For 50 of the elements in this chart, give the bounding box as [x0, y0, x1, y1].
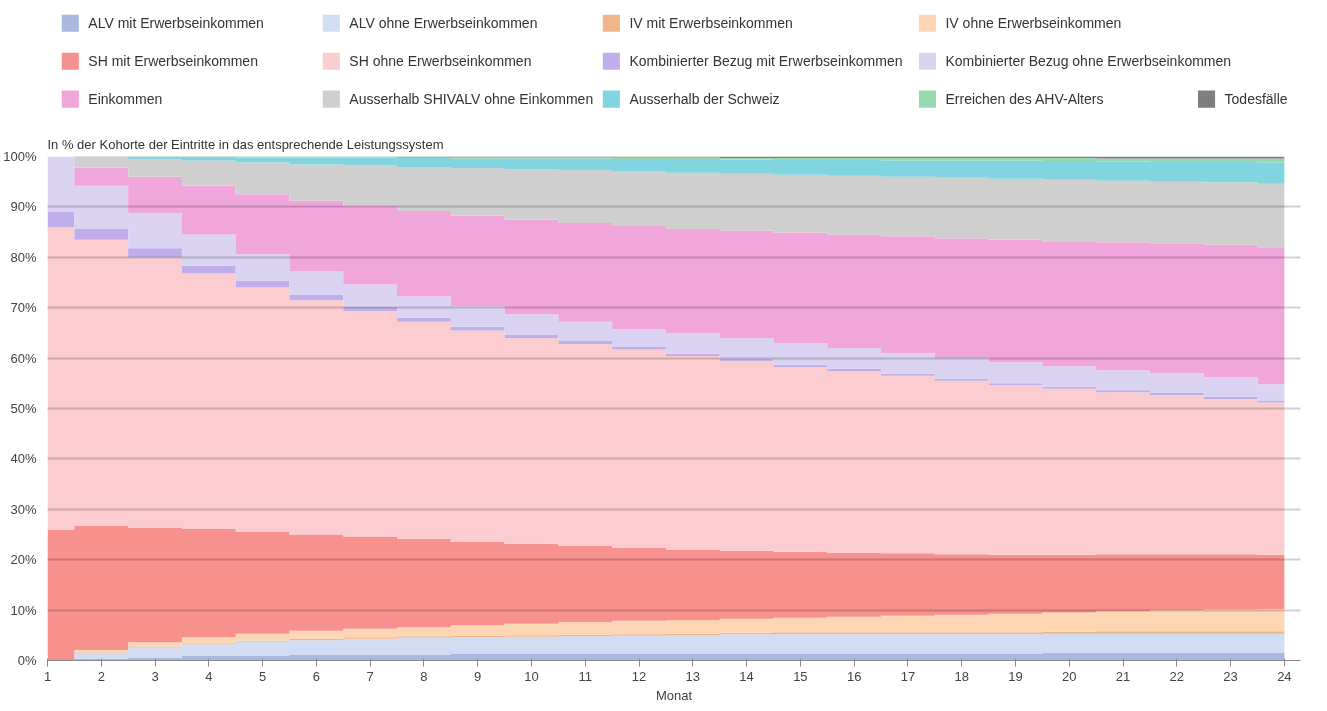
- y-tick-label: 70%: [10, 300, 37, 316]
- y-tick-label: 40%: [10, 451, 37, 467]
- x-tick-label: 22: [1169, 668, 1185, 684]
- x-tick-label: 17: [900, 668, 916, 684]
- y-tick-label: 90%: [10, 199, 37, 215]
- y-tick-label: 10%: [10, 602, 37, 618]
- x-tick-label: 12: [631, 668, 647, 684]
- legend-label: Ausserhalb SHIVALV ohne Einkommen: [349, 91, 594, 108]
- x-tick-label: 24: [1277, 668, 1292, 684]
- x-tick-label: 11: [578, 668, 593, 684]
- legend-label: SH ohne Erwerbseinkommen: [349, 53, 532, 70]
- y-tick-label: 50%: [10, 401, 37, 416]
- x-tick-label: 4: [205, 668, 213, 684]
- legend-label: Todesfälle: [1224, 91, 1288, 108]
- x-tick-label: 6: [312, 668, 320, 684]
- legend-label: ALV mit Erwerbseinkommen: [88, 15, 264, 32]
- legend-label: Kombinierter Bezug ohne Erwerbseinkommen: [945, 53, 1232, 70]
- y-axis-title: In % der Kohorte der Eintritte in das entsprechende Leistungssystem: [47, 136, 444, 152]
- x-tick-label: 3: [151, 668, 159, 684]
- x-tick-label: 14: [739, 668, 754, 684]
- x-tick-label: 21: [1115, 668, 1131, 684]
- x-tick-label: 2: [97, 668, 105, 684]
- x-axis-title: Monat: [655, 687, 693, 703]
- x-tick-label: 16: [846, 668, 862, 684]
- y-tick-label: 30%: [10, 501, 37, 517]
- legend-label: Erreichen des AHV-Alters: [945, 91, 1104, 108]
- legend-label: IV mit Erwerbseinkommen: [629, 15, 793, 32]
- legend-label: Ausserhalb der Schweiz: [629, 91, 780, 108]
- x-tick-label: 18: [954, 668, 969, 684]
- legend-label: Einkommen: [88, 91, 163, 108]
- legend-label: IV ohne Erwerbseinkommen: [945, 15, 1122, 32]
- legend-label: ALV ohne Erwerbseinkommen: [349, 15, 538, 32]
- x-tick-label: 15: [793, 668, 808, 684]
- x-tick-label: 20: [1062, 668, 1077, 684]
- legend-label: Kombinierter Bezug mit Erwerbseinkommen: [629, 53, 903, 70]
- x-tick-label: 7: [366, 668, 374, 684]
- y-tick-label: 60%: [10, 350, 37, 366]
- x-tick-label: 1: [43, 668, 52, 684]
- y-tick-label: 0%: [17, 653, 37, 668]
- x-tick-label: 9: [474, 668, 482, 684]
- y-tick-label: 80%: [10, 249, 37, 265]
- y-tick-label: 100%: [3, 149, 37, 164]
- legend-label: SH mit Erwerbseinkommen: [88, 53, 258, 70]
- x-tick-label: 23: [1223, 668, 1238, 684]
- x-tick-label: 10: [524, 668, 539, 684]
- x-tick-label: 13: [685, 668, 701, 684]
- x-tick-label: 19: [1008, 668, 1023, 684]
- y-tick-label: 20%: [10, 552, 37, 568]
- x-tick-label: 8: [420, 668, 428, 684]
- x-tick-label: 5: [258, 668, 267, 684]
